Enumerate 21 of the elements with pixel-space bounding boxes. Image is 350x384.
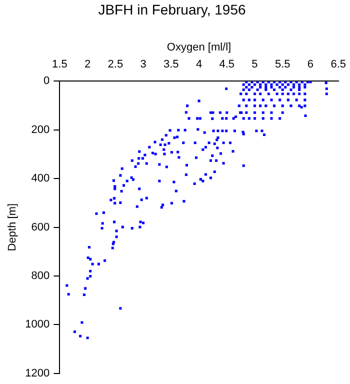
y-tick-label: 1200 <box>25 367 50 380</box>
x-tick-label: 6 <box>307 58 314 71</box>
x-tick-label: 3.5 <box>163 58 179 71</box>
y-tick-label: 0 <box>44 75 50 88</box>
y-tick-label: 800 <box>31 270 50 282</box>
x-tick-label: 5.5 <box>274 58 290 71</box>
y-tick-label: 400 <box>31 172 50 185</box>
y-axis-title: Depth [m] <box>6 203 19 252</box>
y-tick-label: 600 <box>31 221 50 234</box>
y-tick-label: 1000 <box>25 318 50 331</box>
y-tick-label: 200 <box>31 124 50 136</box>
x-tick-label: 1.5 <box>52 58 68 71</box>
x-tick-label: 6.5 <box>330 58 346 71</box>
chart-title: JBFH in February, 1956 <box>98 1 246 18</box>
x-tick-label: 4 <box>196 58 202 71</box>
x-tick-label: 2 <box>84 58 91 71</box>
x-axis-title: Oxygen [ml/l] <box>166 41 232 54</box>
x-tick-label: 3 <box>140 58 146 71</box>
x-tick-label: 2.5 <box>108 58 124 71</box>
x-tick-label: 5 <box>252 58 258 71</box>
x-tick-label: 4.5 <box>219 58 235 71</box>
